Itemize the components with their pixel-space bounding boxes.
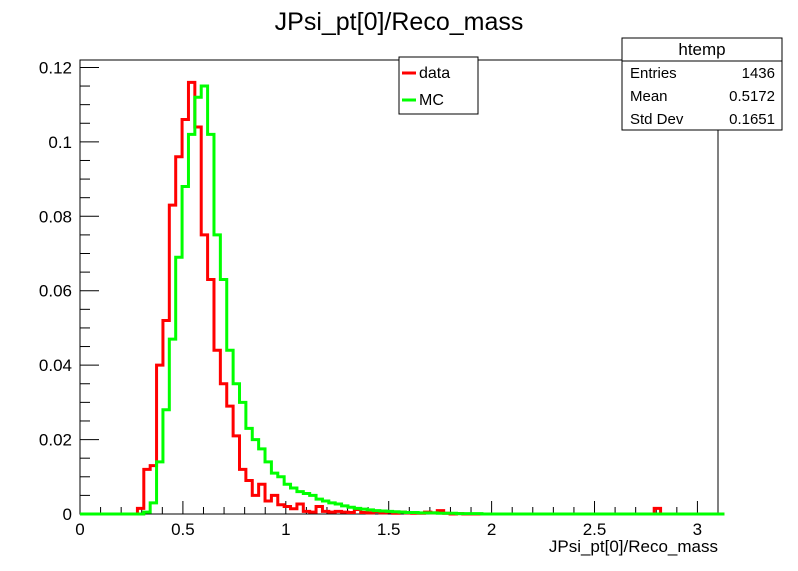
series-mc-histogram	[80, 84, 725, 516]
y-tick-label: 0.1	[48, 133, 72, 152]
y-tick-label: 0	[63, 505, 72, 524]
x-axis-title: JPsi_pt[0]/Reco_mass	[549, 537, 718, 556]
x-tick-label: 2	[487, 520, 496, 539]
x-axis: 0 0.5 1 1.5 2 2.5 3	[75, 501, 702, 539]
legend: data MC	[398, 56, 479, 115]
x-tick-label: 2.5	[583, 520, 607, 539]
x-tick-label: 0.5	[171, 520, 195, 539]
stats-stddev-label: Std Dev	[630, 111, 684, 128]
legend-label-mc: MC	[419, 92, 444, 109]
y-tick-label: 0.02	[39, 431, 72, 450]
stats-box-frame	[621, 37, 783, 131]
chart-title: JPsi_pt[0]/Reco_mass	[275, 8, 524, 36]
stats-mean-value: 0.5172	[729, 88, 775, 105]
x-tick-label: 3	[693, 520, 702, 539]
legend-label-data: data	[419, 65, 450, 82]
stats-box-title: htemp	[678, 40, 725, 59]
stats-stddev-value: 0.1651	[729, 111, 775, 128]
x-tick-label: 0	[75, 520, 84, 539]
x-tick-label: 1	[281, 520, 290, 539]
y-axis: 0 0.02 0.04 0.06 0.08 0.1 0.12	[39, 58, 99, 524]
stats-mean-label: Mean	[630, 88, 668, 105]
y-tick-label: 0.12	[39, 58, 72, 77]
stats-entries-label: Entries	[630, 65, 677, 82]
x-tick-label: 1.5	[377, 520, 401, 539]
series-layer	[80, 80, 725, 516]
y-tick-label: 0.08	[39, 207, 72, 226]
legend-box	[398, 56, 479, 115]
y-tick-label: 0.04	[39, 356, 72, 375]
y-tick-label: 0.06	[39, 282, 72, 301]
stats-entries-value: 1436	[742, 65, 775, 82]
stats-box: htemp Entries 1436 Mean 0.5172 Std Dev 0…	[621, 37, 783, 131]
